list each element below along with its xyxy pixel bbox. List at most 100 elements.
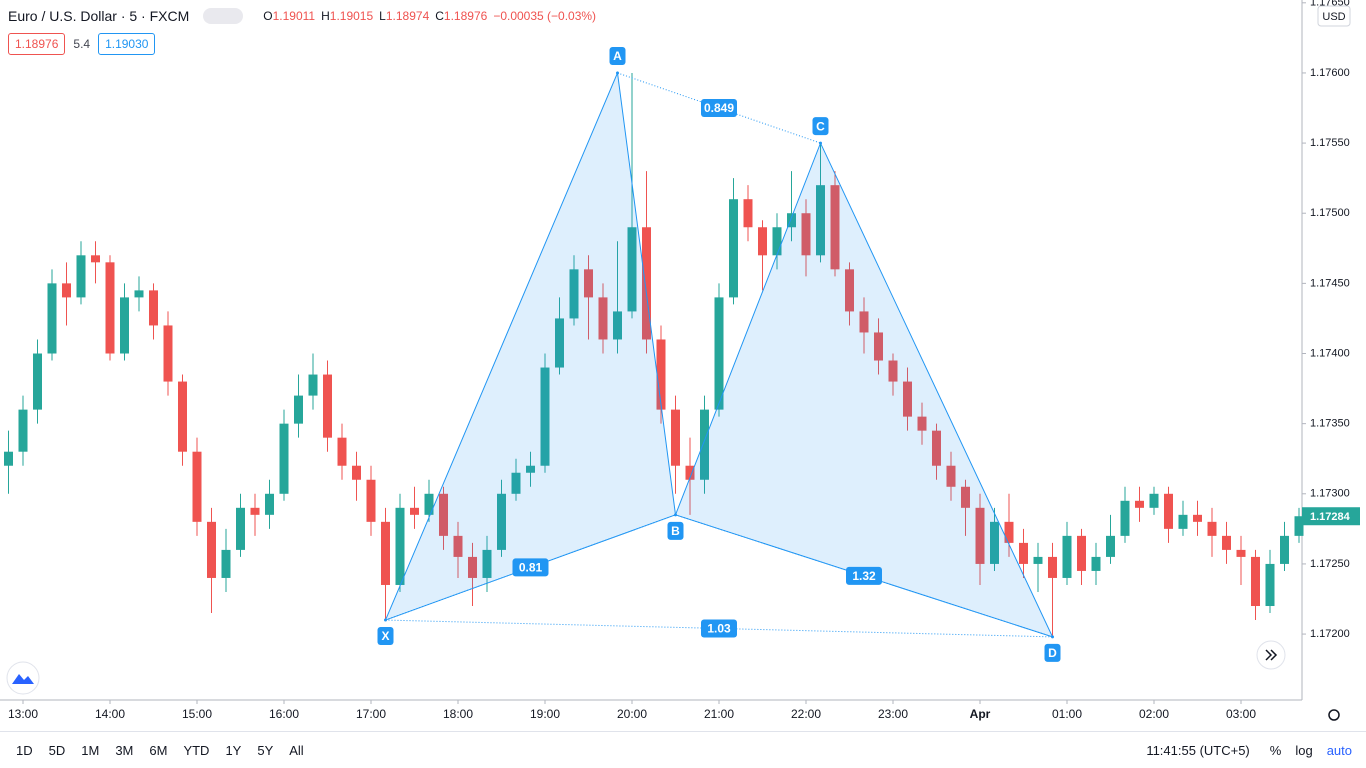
candle-body	[192, 451, 202, 522]
ratio-box	[701, 619, 737, 638]
candle-body	[1280, 535, 1289, 564]
pattern-point	[674, 513, 677, 517]
candle-body	[1004, 521, 1014, 543]
ohlc-key: L	[379, 9, 386, 23]
ask[interactable]: 1.19030	[98, 33, 156, 55]
candle-body	[932, 430, 941, 466]
pattern-point	[384, 618, 387, 622]
candle-body	[1033, 556, 1043, 564]
candle-body	[540, 367, 550, 466]
range-button[interactable]: 5D	[48, 743, 66, 758]
candle-body	[497, 493, 506, 550]
x-tick-label: Apr	[970, 707, 991, 721]
settings-icon[interactable]	[1328, 709, 1340, 721]
candle-body	[1019, 542, 1028, 564]
range-button[interactable]: 1Y	[225, 743, 242, 758]
candle-body	[743, 199, 753, 228]
ohlc-key: C	[435, 9, 444, 23]
range-button[interactable]: 1D	[16, 743, 33, 758]
last-price-box	[1302, 507, 1360, 526]
candle-body	[468, 556, 477, 578]
candle-body	[207, 521, 216, 578]
candle-body	[874, 332, 883, 361]
range-button[interactable]: 1M	[81, 743, 100, 758]
x-tick-label: 17:00	[356, 707, 386, 721]
bottom-toolbar: 1D 5D 1M 3M 6M YTD 1Y 5Y All 11:41:55 (UTC+5)% log…	[0, 731, 1366, 768]
range-button[interactable]: 6M	[149, 743, 168, 758]
ohlc-value: 1.19015	[329, 9, 374, 23]
y-tick-label: 1.17400	[1310, 347, 1350, 359]
ohlc-key: O	[263, 9, 273, 23]
candle-body	[47, 283, 57, 354]
logo[interactable]	[6, 661, 40, 695]
candle-body	[163, 325, 173, 382]
scale-button[interactable]: auto	[1326, 743, 1352, 758]
range-button[interactable]: 3M	[115, 743, 134, 758]
candle-body	[1048, 556, 1057, 578]
candle-body	[221, 549, 231, 578]
candle-body	[613, 311, 622, 340]
candle-body	[33, 353, 42, 410]
currency-box[interactable]	[1317, 5, 1351, 27]
x-tick-label: 16:00	[269, 707, 299, 721]
candle-body	[975, 507, 985, 564]
candle-body	[1164, 493, 1173, 529]
candle-body	[1106, 535, 1115, 557]
candle-body	[830, 185, 840, 270]
quote: 1.18976 5.4 1.19030	[8, 33, 156, 55]
x-tick-label: 15:00	[182, 707, 212, 721]
candle-body	[439, 493, 448, 536]
last-price-label: 1.17284	[1310, 511, 1351, 523]
point-box	[812, 117, 829, 136]
scroll-icon	[1265, 649, 1278, 661]
candle-body	[642, 227, 651, 340]
candle-body	[453, 535, 463, 557]
point-label: X	[381, 629, 389, 643]
candle-body	[337, 437, 347, 466]
range-button[interactable]: All	[289, 743, 304, 758]
pattern-point	[616, 71, 619, 75]
y-tick-label: 1.17250	[1310, 558, 1350, 570]
candle-body	[149, 290, 158, 326]
point-box	[609, 46, 626, 65]
clock: 11:41:55 (UTC+5)	[1146, 743, 1250, 758]
candle-body	[1120, 500, 1130, 536]
candle-body	[917, 416, 927, 431]
status-pill[interactable]	[203, 8, 244, 24]
candle-body	[352, 465, 361, 480]
candle-body	[526, 465, 535, 473]
candle-body	[1294, 516, 1304, 536]
candle-body	[627, 227, 637, 312]
candle-body	[714, 297, 724, 410]
range-button[interactable]: 5Y	[257, 743, 274, 758]
x-tick-label: 03:00	[1226, 707, 1256, 721]
y-tick-label: 1.17500	[1310, 207, 1350, 219]
scale-button[interactable]: %	[1269, 743, 1282, 758]
scale-button[interactable]: log	[1295, 743, 1313, 758]
candle-body	[91, 255, 100, 263]
candle-body	[381, 521, 390, 585]
candle-body	[816, 185, 825, 256]
bid[interactable]: 1.18976	[8, 33, 66, 55]
candle-body	[1207, 521, 1217, 536]
point-label: B	[671, 524, 680, 538]
candle-body	[236, 507, 245, 550]
candle-body	[410, 507, 419, 515]
candle-body	[366, 479, 376, 522]
candle-body	[787, 213, 796, 228]
logo-icon	[12, 674, 34, 684]
candle-body	[888, 360, 898, 382]
candle-body	[584, 269, 593, 298]
candle-body	[859, 311, 869, 333]
candle-body	[555, 318, 564, 368]
x-tick-label: 01:00	[1052, 707, 1082, 721]
candle-body	[323, 374, 332, 438]
candle-body	[178, 381, 187, 452]
candle-body	[1149, 493, 1159, 508]
ratio-box	[846, 566, 882, 585]
candle-body	[801, 213, 811, 256]
ohlc-value: 1.19011	[272, 9, 316, 23]
ohlc: O1.19011 H1.19015 L1.18974 C1.18976 −0.00035…	[263, 9, 596, 23]
range-button[interactable]: YTD	[183, 743, 210, 758]
candle-body	[18, 409, 28, 452]
